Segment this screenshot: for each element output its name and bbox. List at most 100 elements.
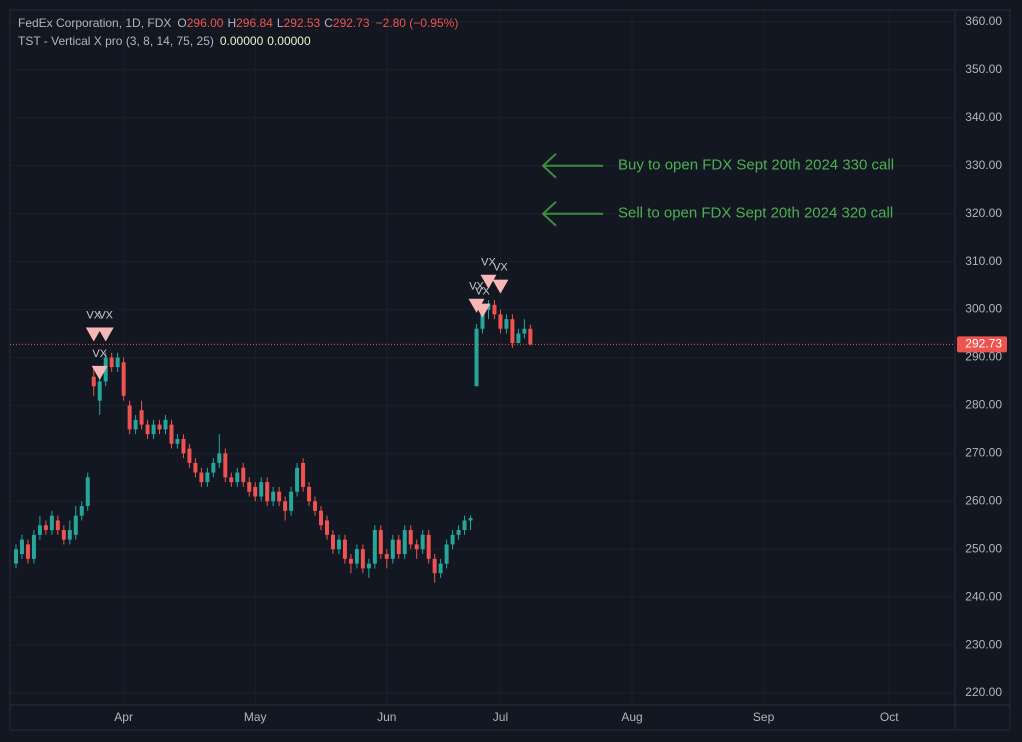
candle-body (109, 357, 114, 368)
candle-body (516, 333, 521, 344)
candle-body (25, 544, 30, 559)
candle-body (492, 304, 497, 315)
candle-body (103, 357, 108, 382)
candle-body (271, 491, 276, 502)
candle-body (372, 530, 377, 564)
candle-body (169, 424, 174, 444)
y-tick-label: 360.00 (965, 14, 1002, 28)
candle-body (426, 534, 431, 559)
candle-body (486, 304, 491, 310)
y-tick-label: 330.00 (965, 158, 1002, 172)
candle-body (139, 410, 144, 425)
candle-body (61, 530, 66, 540)
candle-body (414, 544, 419, 550)
y-tick-label: 230.00 (965, 637, 1002, 651)
candle-body (301, 462, 306, 487)
candle-body (402, 530, 407, 555)
candle-body (432, 558, 437, 574)
annotation: Sell to open FDX Sept 20th 2024 320 call (618, 205, 893, 222)
y-tick-label: 340.00 (965, 110, 1002, 124)
y-tick-label: 320.00 (965, 206, 1002, 220)
ohlc-letter: O (177, 16, 186, 30)
candle-body (319, 510, 324, 526)
candle-body (378, 530, 383, 555)
candle-body (265, 482, 270, 502)
candle-body (217, 453, 222, 463)
candle-body (97, 381, 102, 401)
vx-marker (492, 279, 509, 294)
candle-body (408, 530, 413, 545)
candle-body (342, 539, 347, 559)
symbol-title: FedEx Corporation, 1D, FDX (18, 16, 171, 30)
change: −2.80 (−0.95%) (376, 16, 459, 30)
ohlc-letter: C (324, 16, 333, 30)
vx-marker (480, 274, 497, 289)
candle-body (73, 515, 78, 535)
candle-body (121, 362, 126, 396)
candle-body (235, 472, 240, 483)
candle-body (444, 544, 449, 564)
candle-body (67, 530, 72, 540)
candle-body (462, 520, 467, 531)
candle-body (157, 424, 162, 430)
vx-marker (474, 303, 491, 318)
candle-body (247, 482, 252, 492)
candle-body (115, 357, 120, 368)
y-tick-label: 280.00 (965, 398, 1002, 412)
candle-body (313, 501, 318, 511)
candle-body (13, 549, 18, 564)
frame (9, 9, 1011, 731)
last-price-tag (957, 336, 1007, 353)
candle-body (390, 539, 395, 559)
candle-body (396, 539, 401, 555)
candle-body (85, 477, 90, 507)
candle-body (79, 506, 84, 516)
y-tick-label: 290.00 (965, 350, 1002, 364)
candle-body (133, 419, 138, 430)
candle-body (253, 486, 258, 497)
arrow (541, 200, 603, 227)
candle-body (522, 328, 527, 334)
candle-body (151, 424, 156, 435)
candle-body (193, 462, 198, 473)
candle-body (366, 563, 371, 569)
candle-body (360, 549, 365, 569)
ohlc-value: 296.00 (187, 16, 224, 30)
ohlc-letter: H (227, 16, 236, 30)
candle-body (49, 515, 54, 531)
x-tick-label: Sep (753, 710, 775, 724)
candle-body (324, 520, 329, 535)
candle-body (199, 472, 204, 483)
vx-label: VX (469, 281, 484, 293)
last-price-label: 292.73 (965, 337, 1002, 351)
y-tick-label: 220.00 (965, 685, 1002, 699)
candle-body (384, 554, 389, 559)
y-tick-label: 260.00 (965, 493, 1002, 507)
vx-marker (91, 365, 108, 380)
vx-label: VX (481, 257, 496, 269)
ohlc-value: 292.53 (284, 16, 321, 30)
candle-body (187, 448, 192, 463)
ohlc-value: 292.73 (333, 16, 370, 30)
vx-marker (97, 327, 114, 342)
ohlc-value: 296.84 (236, 16, 273, 30)
x-tick-label: May (244, 710, 267, 724)
candle-body (223, 453, 228, 478)
candle-body (211, 462, 216, 473)
y-tick-label: 300.00 (965, 302, 1002, 316)
candle-body (229, 477, 234, 483)
x-tick-label: Jun (377, 710, 396, 724)
y-tick-label: 270.00 (965, 446, 1002, 460)
candle-body (330, 534, 335, 550)
candle-body (181, 438, 186, 454)
candle-body (31, 534, 36, 559)
indicator-value: 0.00000 (220, 34, 264, 48)
vx-marker (85, 327, 102, 342)
vx-label: VX (92, 348, 107, 360)
candle-body (474, 328, 479, 387)
grid (10, 10, 955, 705)
candle-body (450, 534, 455, 545)
x-tick-label: Oct (880, 710, 899, 724)
